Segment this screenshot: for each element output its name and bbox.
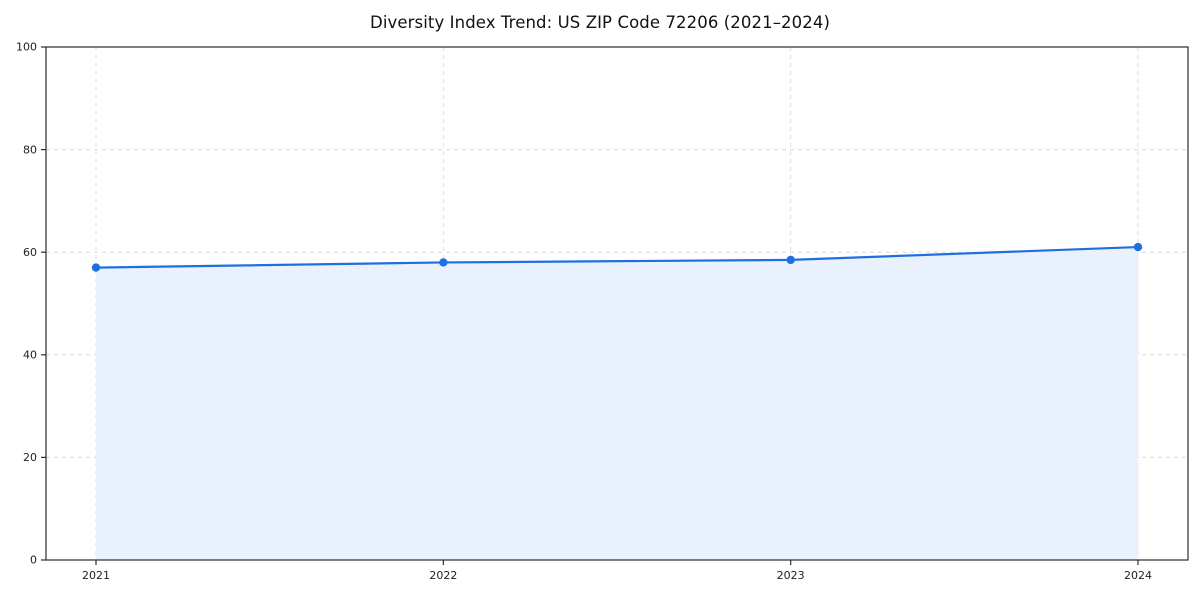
y-tick-label: 80 bbox=[23, 143, 37, 156]
x-tick-label: 2023 bbox=[777, 569, 805, 582]
series-area bbox=[96, 247, 1138, 560]
series-line bbox=[94, 245, 1140, 269]
chart-title: Diversity Index Trend: US ZIP Code 72206… bbox=[370, 13, 830, 32]
x-tick-label: 2022 bbox=[429, 569, 457, 582]
x-tick-label: 2024 bbox=[1124, 569, 1152, 582]
y-tick-label: 100 bbox=[16, 41, 37, 54]
y-tick-label: 0 bbox=[30, 554, 37, 567]
plot-border bbox=[45, 46, 1189, 561]
y-tick-label: 60 bbox=[23, 246, 37, 259]
y-tick-label: 40 bbox=[23, 349, 37, 362]
data-point bbox=[786, 255, 795, 265]
data-point bbox=[439, 258, 448, 267]
x-tick-label: 2021 bbox=[82, 569, 110, 582]
data-point bbox=[91, 263, 101, 272]
y-tick-label: 20 bbox=[23, 451, 37, 464]
data-point bbox=[1133, 242, 1143, 252]
